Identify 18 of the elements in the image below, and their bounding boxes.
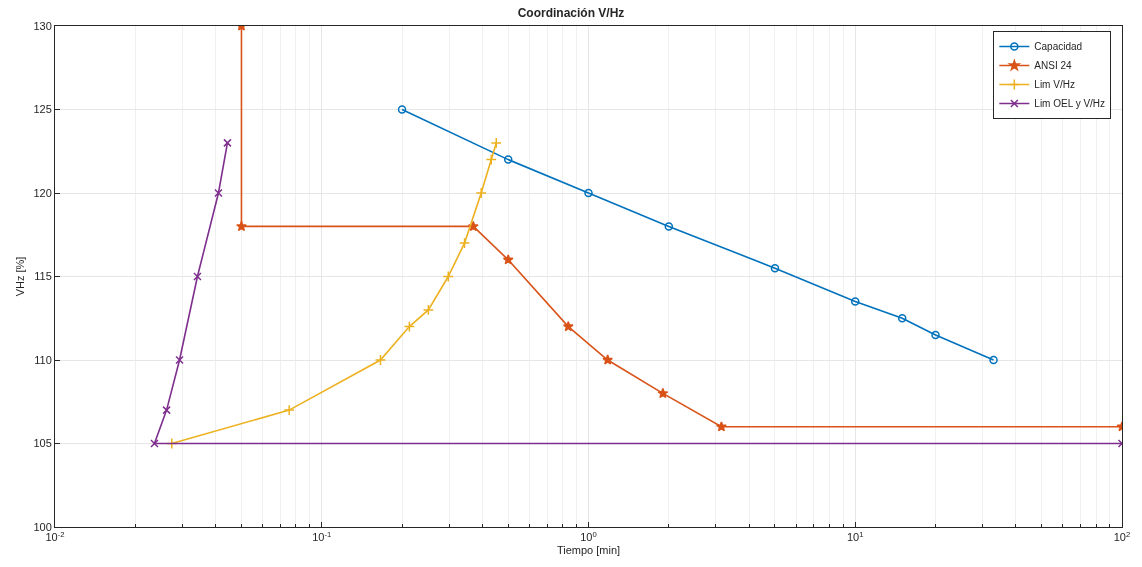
y-tick-label: 120	[33, 186, 52, 199]
y-axis-title: VHz [%]	[14, 256, 27, 297]
legend-label: Lim V/Hz	[1034, 79, 1075, 91]
x-tick-label: 10$^{-1}$	[312, 529, 332, 544]
y-tick-label: 125	[33, 103, 52, 116]
x-tick-label: 10$^{0}$	[580, 529, 597, 544]
legend-label: Capacidad	[1034, 41, 1083, 53]
y-tick-label: 110	[34, 353, 52, 366]
x-axis-title: Tiempo [min]	[556, 544, 621, 557]
y-tick-label: 105	[33, 437, 52, 450]
y-tick-label: 100	[33, 520, 52, 533]
legend-label: ANSI 24	[1034, 60, 1073, 72]
x-tick-label: 10$^{1}$	[846, 529, 864, 544]
chart-title: Coordinación V/Hz	[517, 5, 625, 20]
y-tick-label: 130	[33, 19, 52, 32]
y-tick-label: 115	[34, 270, 52, 283]
x-tick-label: 10$^{2}$	[1113, 529, 1131, 544]
legend-label: Lim OEL y V/Hz	[1034, 98, 1106, 110]
